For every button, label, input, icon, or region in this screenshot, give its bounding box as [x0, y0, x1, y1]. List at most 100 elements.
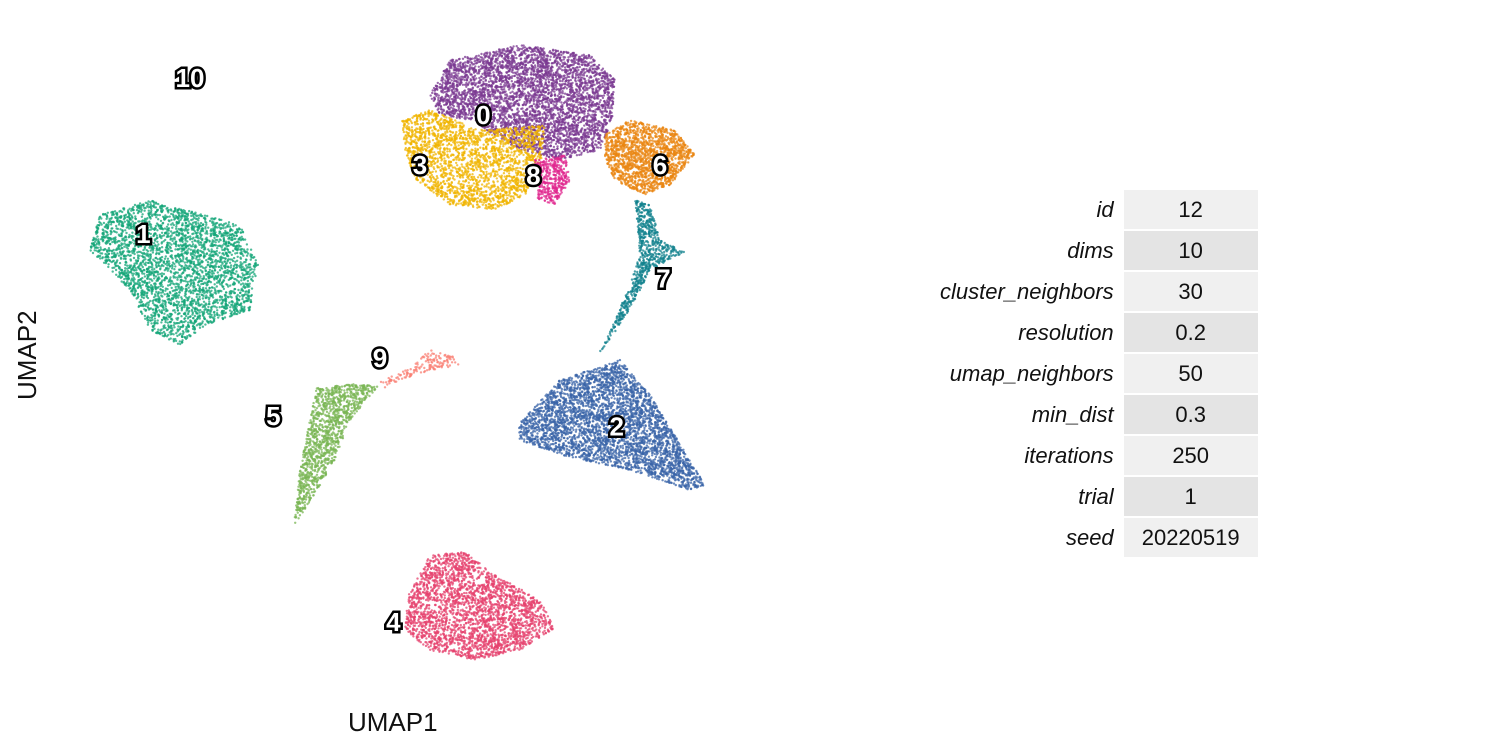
data-point	[466, 64, 469, 68]
data-point	[455, 93, 458, 96]
data-point	[245, 243, 249, 246]
data-point	[469, 73, 472, 76]
data-point	[467, 91, 470, 94]
data-point	[547, 114, 550, 117]
data-point	[587, 105, 591, 109]
data-point	[603, 81, 607, 84]
data-point	[557, 112, 560, 115]
data-point	[516, 91, 519, 94]
data-point	[478, 79, 482, 82]
data-point	[601, 106, 604, 110]
data-point	[457, 78, 460, 81]
data-point	[166, 241, 169, 244]
data-point	[560, 105, 563, 109]
data-point	[160, 275, 164, 278]
data-point	[554, 50, 558, 53]
data-point	[558, 132, 561, 136]
data-point	[215, 285, 218, 288]
data-point	[602, 100, 606, 103]
data-point	[471, 107, 475, 111]
data-point	[505, 64, 509, 68]
data-point	[241, 297, 244, 301]
data-point	[541, 62, 544, 66]
data-point	[507, 88, 511, 91]
data-point	[570, 145, 573, 148]
data-point	[588, 123, 591, 127]
data-point	[533, 47, 536, 51]
data-point	[557, 67, 560, 71]
data-point	[455, 116, 459, 120]
data-point	[430, 97, 434, 101]
data-point	[521, 65, 524, 69]
data-point	[482, 88, 485, 91]
data-point	[585, 134, 589, 137]
data-point	[457, 81, 460, 84]
data-point	[600, 127, 603, 130]
data-point	[115, 224, 118, 228]
data-point	[562, 74, 565, 78]
data-point	[577, 68, 580, 72]
data-point	[431, 91, 434, 95]
data-point	[517, 121, 520, 124]
data-point	[521, 85, 524, 88]
data-point	[593, 93, 596, 96]
data-point	[446, 78, 450, 82]
data-point	[516, 111, 519, 114]
data-point	[470, 79, 473, 82]
data-point	[591, 113, 594, 117]
data-point	[454, 87, 458, 91]
data-point	[229, 266, 232, 269]
data-point	[594, 108, 597, 111]
data-point	[452, 68, 455, 72]
data-point	[563, 66, 567, 69]
data-point	[446, 87, 449, 90]
data-point	[443, 87, 447, 91]
data-point	[572, 91, 576, 95]
data-point	[561, 108, 565, 111]
data-point	[577, 146, 581, 149]
data-point	[498, 106, 501, 109]
data-point	[587, 136, 590, 139]
data-point	[438, 83, 442, 86]
data-point	[511, 61, 514, 65]
data-point	[508, 60, 511, 63]
data-point	[494, 85, 498, 88]
data-point	[218, 306, 221, 309]
data-point	[523, 64, 527, 67]
data-point	[463, 66, 466, 69]
data-point	[571, 95, 574, 98]
data-point	[575, 83, 578, 86]
data-point	[585, 57, 589, 60]
data-point	[462, 62, 465, 65]
data-point	[537, 74, 541, 78]
data-point	[586, 150, 589, 154]
data-point	[455, 85, 459, 88]
data-point	[479, 67, 482, 71]
data-point	[590, 105, 593, 108]
data-point	[457, 72, 460, 75]
data-point	[543, 111, 546, 115]
data-point	[567, 126, 570, 130]
data-point	[483, 54, 486, 57]
data-point	[568, 131, 571, 135]
data-point	[492, 71, 495, 74]
data-point	[578, 106, 582, 110]
data-point	[448, 111, 451, 114]
data-point	[548, 51, 551, 54]
data-point	[471, 86, 475, 89]
data-point	[472, 67, 476, 70]
data-point	[541, 57, 544, 60]
data-point	[493, 73, 496, 77]
data-point	[460, 98, 464, 101]
data-point	[573, 126, 576, 130]
data-point	[523, 114, 526, 117]
data-point	[549, 144, 552, 148]
data-point	[151, 299, 154, 303]
data-point	[551, 48, 555, 51]
data-point	[543, 87, 547, 90]
data-point	[507, 77, 510, 80]
data-point	[498, 79, 501, 83]
data-point	[601, 122, 604, 126]
data-point	[486, 88, 489, 92]
data-point	[519, 61, 523, 65]
